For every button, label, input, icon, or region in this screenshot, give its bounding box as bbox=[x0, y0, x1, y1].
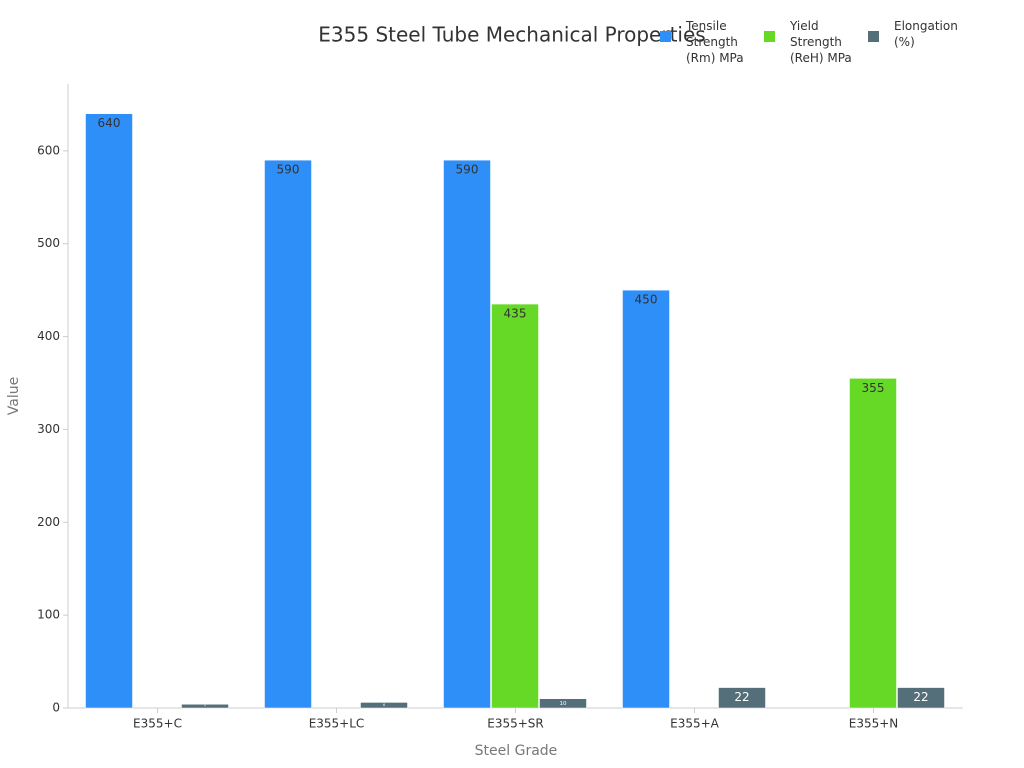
data-label: 640 bbox=[98, 116, 121, 130]
y-tick-label: 400 bbox=[37, 329, 60, 343]
x-tick-label: E355+N bbox=[849, 717, 899, 731]
bar bbox=[622, 289, 670, 709]
bar bbox=[718, 687, 766, 709]
data-label: 10 bbox=[559, 701, 567, 707]
chart-title: E355 Steel Tube Mechanical Properties bbox=[318, 23, 705, 47]
x-axis-title: Steel Grade bbox=[475, 743, 558, 759]
data-label: 4 bbox=[204, 705, 206, 708]
y-tick-label: 600 bbox=[37, 143, 60, 157]
legend-swatch bbox=[868, 31, 879, 42]
x-tick-label: E355+LC bbox=[309, 717, 365, 731]
legend-item: Elongation (%) bbox=[868, 18, 964, 50]
x-tick-label: E355+C bbox=[133, 717, 182, 731]
data-label: 355 bbox=[862, 381, 885, 395]
legend-label: Elongation (%) bbox=[894, 19, 958, 49]
legend-swatch bbox=[764, 31, 775, 42]
y-tick-label: 500 bbox=[37, 236, 60, 250]
data-label: 590 bbox=[277, 163, 300, 177]
bar bbox=[264, 159, 312, 709]
x-tick-label: E355+SR bbox=[487, 717, 544, 731]
bar bbox=[491, 303, 539, 709]
bar bbox=[85, 113, 133, 709]
x-tick-label: E355+A bbox=[670, 717, 720, 731]
data-label: 435 bbox=[504, 307, 527, 321]
legend-swatch bbox=[660, 31, 671, 42]
data-label: 22 bbox=[734, 690, 749, 704]
bar bbox=[539, 698, 587, 709]
y-tick-label: 300 bbox=[37, 422, 60, 436]
data-label: 450 bbox=[635, 293, 658, 307]
y-tick-label: 0 bbox=[52, 701, 60, 715]
bar bbox=[897, 687, 945, 709]
y-tick-label: 100 bbox=[37, 608, 60, 622]
legend-item: Yield Strength (ReH) MPa bbox=[764, 18, 860, 66]
bar bbox=[181, 704, 229, 709]
data-label: 22 bbox=[913, 690, 928, 704]
legend-item: Tensile Strength (Rm) MPa bbox=[660, 18, 756, 66]
y-axis-title: Value bbox=[6, 377, 22, 415]
bar bbox=[360, 702, 408, 709]
y-tick-label: 200 bbox=[37, 515, 60, 529]
bar bbox=[443, 159, 491, 709]
bar bbox=[849, 378, 897, 709]
data-label: 590 bbox=[456, 163, 479, 177]
data-label: 6 bbox=[383, 703, 385, 707]
legend-label: Yield Strength (ReH) MPa bbox=[790, 19, 852, 65]
legend-label: Tensile Strength (Rm) MPa bbox=[686, 19, 744, 65]
